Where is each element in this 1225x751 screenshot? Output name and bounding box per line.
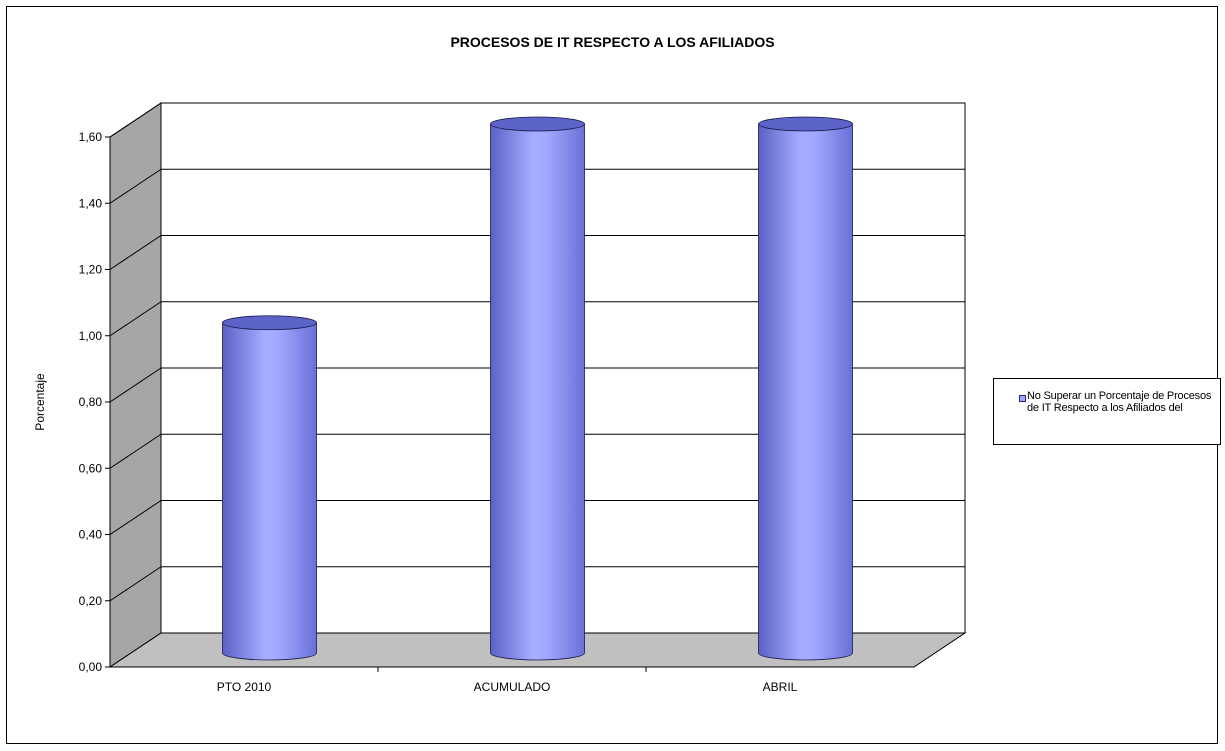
x-tick-label: PTO 2010 <box>217 680 272 694</box>
bar-top <box>490 116 585 132</box>
bar-top <box>758 116 853 132</box>
gridline-side <box>109 500 162 535</box>
y-tick-label: 1,00 <box>79 329 103 343</box>
y-tick-label: 0,40 <box>79 528 103 542</box>
gridline-side <box>109 102 162 138</box>
bar-body <box>490 123 585 661</box>
y-tick-label: 0,60 <box>79 461 103 475</box>
y-tick-label: 0,20 <box>79 594 103 608</box>
gridline-side <box>109 433 162 469</box>
chart-title: PROCESOS DE IT RESPECTO A LOS AFILIADOS <box>450 34 775 50</box>
x-tick-label: ACUMULADO <box>474 680 551 694</box>
y-tick-label: 1,40 <box>79 196 103 210</box>
y-tick-label: 0,80 <box>79 395 103 409</box>
legend-label: No Superar un Porcentaje de Procesos de … <box>1027 390 1212 414</box>
legend: No Superar un Porcentaje de Procesos de … <box>993 378 1221 445</box>
bar-body <box>222 322 317 661</box>
y-tick-label: 1,60 <box>79 130 103 144</box>
gridline-side <box>109 168 162 204</box>
bar-top <box>222 315 317 331</box>
gridline-side <box>109 566 162 602</box>
gridline-side <box>109 367 162 403</box>
legend-swatch <box>1019 395 1026 402</box>
x-tick-label: ABRIL <box>763 680 798 694</box>
y-axis-label: Porcentaje <box>33 373 47 431</box>
y-tick-label: 0,00 <box>79 660 103 674</box>
gridline-side <box>109 235 162 270</box>
bar-abril <box>758 116 853 661</box>
bar-body <box>758 123 853 661</box>
bar-pto-2010 <box>222 315 317 661</box>
bar-acumulado <box>490 116 585 661</box>
y-tick-label: 1,20 <box>79 263 103 277</box>
gridline-side <box>109 301 162 337</box>
